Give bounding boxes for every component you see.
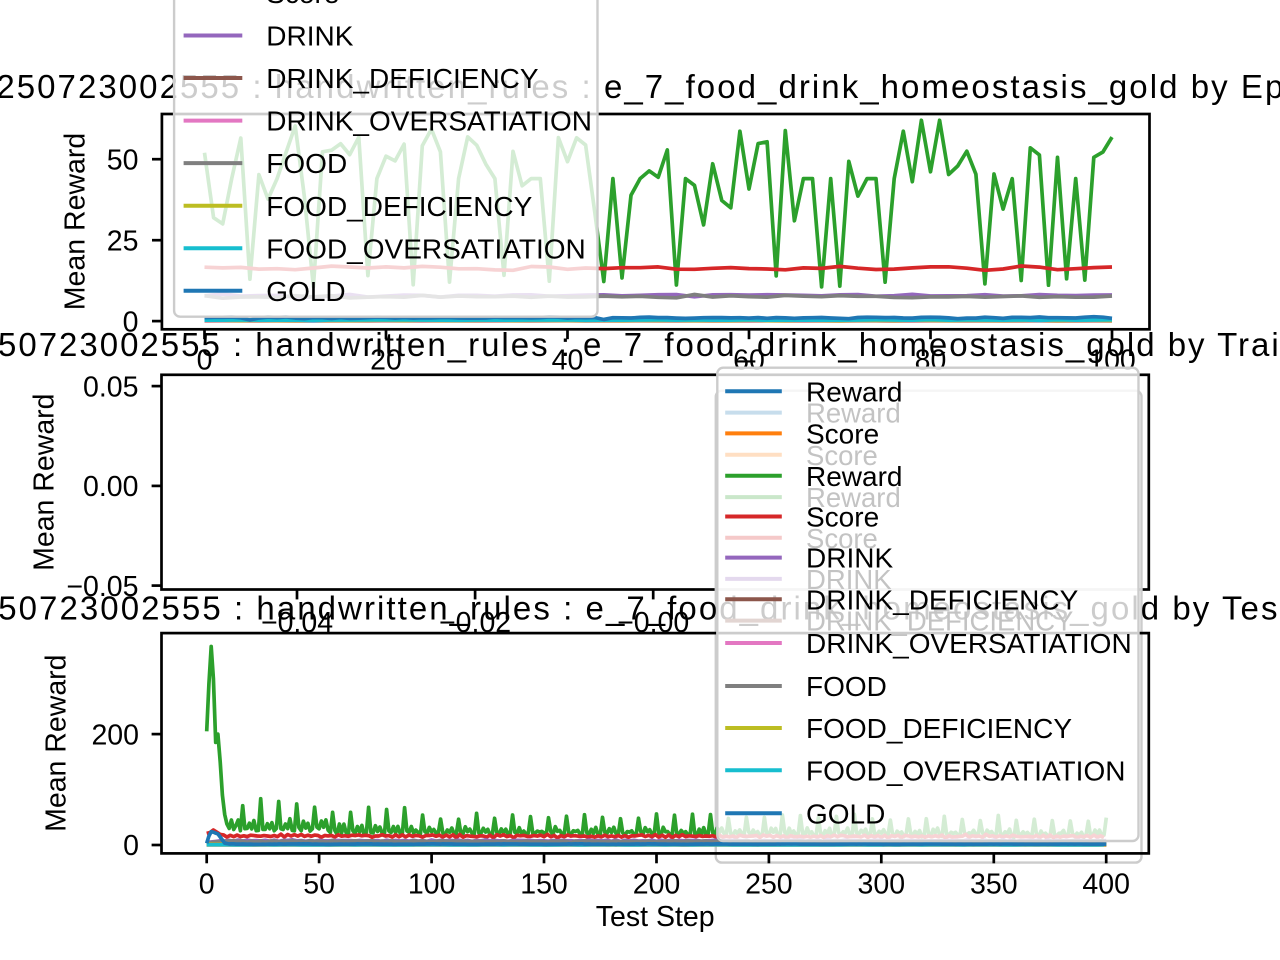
svg-text:Reward: Reward: [806, 482, 901, 513]
svg-text:GOLD: GOLD: [806, 798, 885, 829]
svg-text:FOOD_OVERSATIATION: FOOD_OVERSATIATION: [806, 755, 1125, 786]
svg-text:200: 200: [91, 719, 139, 751]
svg-text:0.05: 0.05: [83, 371, 138, 403]
svg-text:Reward: Reward: [806, 398, 901, 429]
svg-text:DRINK: DRINK: [266, 21, 353, 52]
svg-text:FOOD_OVERSATIATION: FOOD_OVERSATIATION: [266, 233, 585, 264]
svg-text:DRINK_OVERSATIATION: DRINK_OVERSATIATION: [806, 628, 1132, 659]
svg-text:DRINK_DEFICIENCY: DRINK_DEFICIENCY: [806, 606, 1073, 637]
svg-text:Score: Score: [806, 502, 879, 533]
svg-text:Score: Score: [266, 0, 339, 9]
svg-text:50: 50: [107, 144, 139, 176]
svg-text:100: 100: [408, 869, 456, 901]
svg-text:Mean Reward: Mean Reward: [40, 654, 72, 831]
svg-text:GOLD: GOLD: [266, 276, 345, 307]
svg-text:0: 0: [123, 306, 139, 338]
svg-text:40: 40: [552, 344, 584, 376]
svg-text:DRINK_DEFICIENCY: DRINK_DEFICIENCY: [266, 63, 539, 94]
svg-text:−0.05: −0.05: [66, 571, 138, 603]
svg-text:250: 250: [745, 869, 793, 901]
svg-text:DRINK: DRINK: [806, 543, 893, 574]
svg-text:FOOD_DEFICIENCY: FOOD_DEFICIENCY: [806, 713, 1072, 744]
svg-text:FOOD_DEFICIENCY: FOOD_DEFICIENCY: [266, 191, 532, 222]
svg-text:Reward: Reward: [806, 376, 902, 407]
svg-text:20: 20: [370, 344, 402, 376]
svg-text:DRINK_DEFICIENCY: DRINK_DEFICIENCY: [806, 584, 1079, 615]
svg-text:0: 0: [199, 869, 215, 901]
svg-text:0: 0: [197, 344, 213, 376]
svg-text:Reward: Reward: [806, 461, 902, 492]
svg-text:Score: Score: [806, 440, 878, 471]
svg-text:Score: Score: [806, 523, 878, 554]
svg-text:0: 0: [123, 830, 139, 862]
svg-text:Test Step: Test Step: [596, 901, 715, 933]
svg-text:300: 300: [858, 869, 906, 901]
svg-text:25: 25: [107, 225, 139, 257]
svg-text:FOOD: FOOD: [266, 148, 347, 179]
svg-text:DRINK: DRINK: [806, 564, 892, 595]
svg-text:20250723002555 : handwritten_r: 20250723002555 : handwritten_rules : e_7…: [0, 326, 1280, 363]
svg-text:0.00: 0.00: [83, 471, 138, 503]
svg-text:FOOD: FOOD: [806, 671, 887, 702]
svg-text:150: 150: [520, 869, 568, 901]
svg-text:Score: Score: [806, 419, 879, 450]
svg-text:400: 400: [1082, 869, 1130, 901]
svg-text:350: 350: [970, 869, 1018, 901]
svg-text:Mean Reward: Mean Reward: [59, 133, 91, 310]
svg-text:DRINK_OVERSATIATION: DRINK_OVERSATIATION: [266, 106, 592, 137]
svg-text:200: 200: [633, 869, 681, 901]
svg-text:Mean Reward: Mean Reward: [29, 393, 61, 570]
svg-text:50: 50: [303, 869, 335, 901]
